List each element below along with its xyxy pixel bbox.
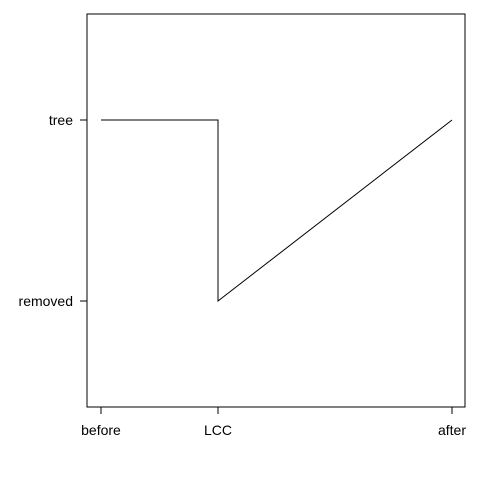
y-axis: removed tree <box>19 112 87 309</box>
x-tick-label-before: before <box>81 422 121 438</box>
y-tick-label-tree: tree <box>49 112 73 128</box>
x-axis: before LCC after <box>81 407 466 438</box>
series-line-0 <box>101 119 453 303</box>
x-tick-label-lcc: LCC <box>204 422 232 438</box>
series-layer <box>101 119 453 303</box>
plot-frame <box>86 13 466 408</box>
y-tick-label-removed: removed <box>19 293 73 309</box>
x-tick-label-after: after <box>438 422 466 438</box>
